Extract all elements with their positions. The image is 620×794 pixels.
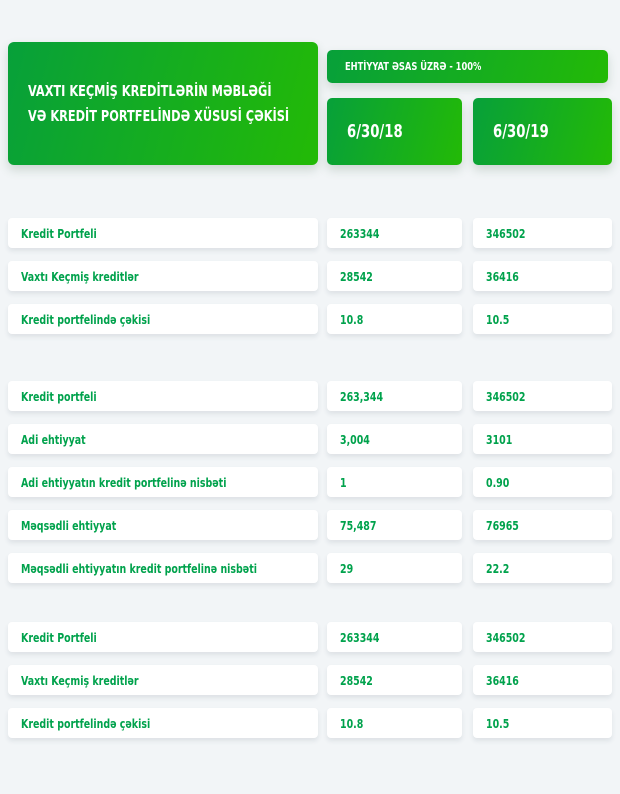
row-value-2018: 1 (327, 467, 462, 497)
row-label: Adi ehtiyyatın kredit portfelinə nisbəti (8, 467, 318, 497)
row-value-2018: 263344 (327, 218, 462, 248)
row-value-2019: 22.2 (473, 553, 612, 583)
row-value-2018: 28542 (327, 665, 462, 695)
row-value-2019: 0.90 (473, 467, 612, 497)
row-value-2019: 10.5 (473, 304, 612, 334)
table-row: Kredit portfeli 263,344 346502 (8, 381, 612, 411)
column-header-date-2018-text: 6/30/18 (347, 121, 403, 142)
table-row: Məqsədli ehtiyyatın kredit portfelinə ni… (8, 553, 612, 583)
row-value-2019: 346502 (473, 622, 612, 652)
table-row: Kredit portfelində çəkisi 10.8 10.5 (8, 304, 612, 334)
report-sections: Kredit Portfeli 263344 346502 Vaxtı Keçm… (8, 218, 612, 738)
row-label: Vaxtı Keçmiş kreditlər (8, 261, 318, 291)
row-value-2018: 263,344 (327, 381, 462, 411)
table-section: Kredit portfeli 263,344 346502 Adi ehtiy… (8, 381, 612, 583)
report-title-box: VAXTI KEÇMİŞ KREDİTLƏRİN MƏBLƏĞİ VƏ KRED… (8, 42, 318, 165)
table-row: Kredit Portfeli 263344 346502 (8, 622, 612, 652)
row-label: Adi ehtiyyat (8, 424, 318, 454)
table-section: Kredit Portfeli 263344 346502 Vaxtı Keçm… (8, 218, 612, 334)
table-section: Kredit Portfeli 263344 346502 Vaxtı Keçm… (8, 622, 612, 738)
row-value-2018: 29 (327, 553, 462, 583)
row-label: Məqsədli ehtiyyat (8, 510, 318, 540)
report-title-line2: VƏ KREDİT PORTFELİNDƏ XÜSUSİ ÇƏKİSİ (28, 104, 318, 129)
row-value-2019: 346502 (473, 218, 612, 248)
row-value-2018: 263344 (327, 622, 462, 652)
column-header-date-2019-text: 6/30/19 (493, 121, 549, 142)
report-title-line2-text: VƏ KREDİT PORTFELİNDƏ XÜSUSİ ÇƏKİSİ (28, 106, 290, 125)
row-value-2019: 10.5 (473, 708, 612, 738)
row-label: Kredit Portfeli (8, 218, 318, 248)
row-label: Məqsədli ehtiyyatın kredit portfelinə ni… (8, 553, 318, 583)
row-value-2019: 3101 (473, 424, 612, 454)
column-header-date-2018: 6/30/18 (327, 98, 462, 165)
table-row: Vaxtı Keçmiş kreditlər 28542 36416 (8, 665, 612, 695)
report-title-line1-text: VAXTI KEÇMİŞ KREDİTLƏRİN MƏBLƏĞİ (28, 81, 272, 100)
row-label: Vaxtı Keçmiş kreditlər (8, 665, 318, 695)
table-row: Məqsədli ehtiyyat 75,487 76965 (8, 510, 612, 540)
table-row: Kredit portfelində çəkisi 10.8 10.5 (8, 708, 612, 738)
row-value-2018: 10.8 (327, 708, 462, 738)
row-label: Kredit portfelində çəkisi (8, 708, 318, 738)
row-label: Kredit Portfeli (8, 622, 318, 652)
reserve-basis-badge-text: EHTİYYAT ƏSAS ÜZRƏ - 100% (345, 60, 482, 73)
table-row: Adi ehtiyyat 3,004 3101 (8, 424, 612, 454)
row-value-2018: 75,487 (327, 510, 462, 540)
table-row: Vaxtı Keçmiş kreditlər 28542 36416 (8, 261, 612, 291)
row-value-2018: 10.8 (327, 304, 462, 334)
column-header-date-2019: 6/30/19 (473, 98, 612, 165)
report-title-line1: VAXTI KEÇMİŞ KREDİTLƏRİN MƏBLƏĞİ (28, 79, 318, 104)
row-value-2019: 36416 (473, 261, 612, 291)
row-value-2019: 76965 (473, 510, 612, 540)
row-value-2018: 3,004 (327, 424, 462, 454)
row-label: Kredit portfeli (8, 381, 318, 411)
table-row: Kredit Portfeli 263344 346502 (8, 218, 612, 248)
row-value-2019: 36416 (473, 665, 612, 695)
reserve-basis-badge: EHTİYYAT ƏSAS ÜZRƏ - 100% (327, 50, 608, 83)
row-label: Kredit portfelində çəkisi (8, 304, 318, 334)
row-value-2018: 28542 (327, 261, 462, 291)
table-row: Adi ehtiyyatın kredit portfelinə nisbəti… (8, 467, 612, 497)
row-value-2019: 346502 (473, 381, 612, 411)
